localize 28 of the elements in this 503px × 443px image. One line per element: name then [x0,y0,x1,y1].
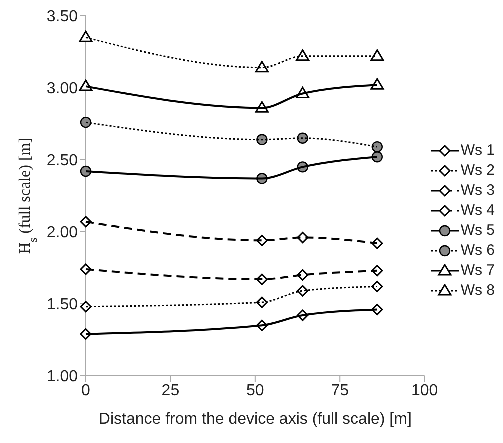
y-tick-label: 1.50 [46,296,78,314]
point [80,116,92,128]
y-tick-label: 2.50 [46,152,78,170]
legend-label: Ws 3 [460,182,495,199]
legend-label: Ws 8 [460,282,495,299]
legend-label: Ws 4 [460,202,495,219]
x-tick-label: 25 [162,382,180,400]
point [372,141,383,153]
point [370,50,384,62]
x-tick-label: 0 [82,382,91,400]
legend-label: Ws 5 [460,222,495,239]
x-axis-title: Distance from the device axis (full scale) [m] [98,411,412,428]
point [297,132,308,144]
legend-label: Ws 7 [460,262,495,279]
y-tick-label: 3.00 [46,80,78,98]
point [296,50,310,62]
x-tick-label: 50 [246,382,264,400]
y-tick-label: 3.50 [46,8,78,26]
y-tick-label: 2.00 [46,224,78,242]
point [80,301,92,313]
legend-label: Ws 6 [460,242,495,259]
point [372,280,384,292]
point [255,61,269,73]
y-tick-label: 1.00 [46,368,78,386]
legend-label: Ws 2 [460,162,495,179]
x-tick-label: 75 [331,382,350,400]
x-tick-label: 100 [411,382,438,400]
legend-label: Ws 1 [460,142,495,159]
